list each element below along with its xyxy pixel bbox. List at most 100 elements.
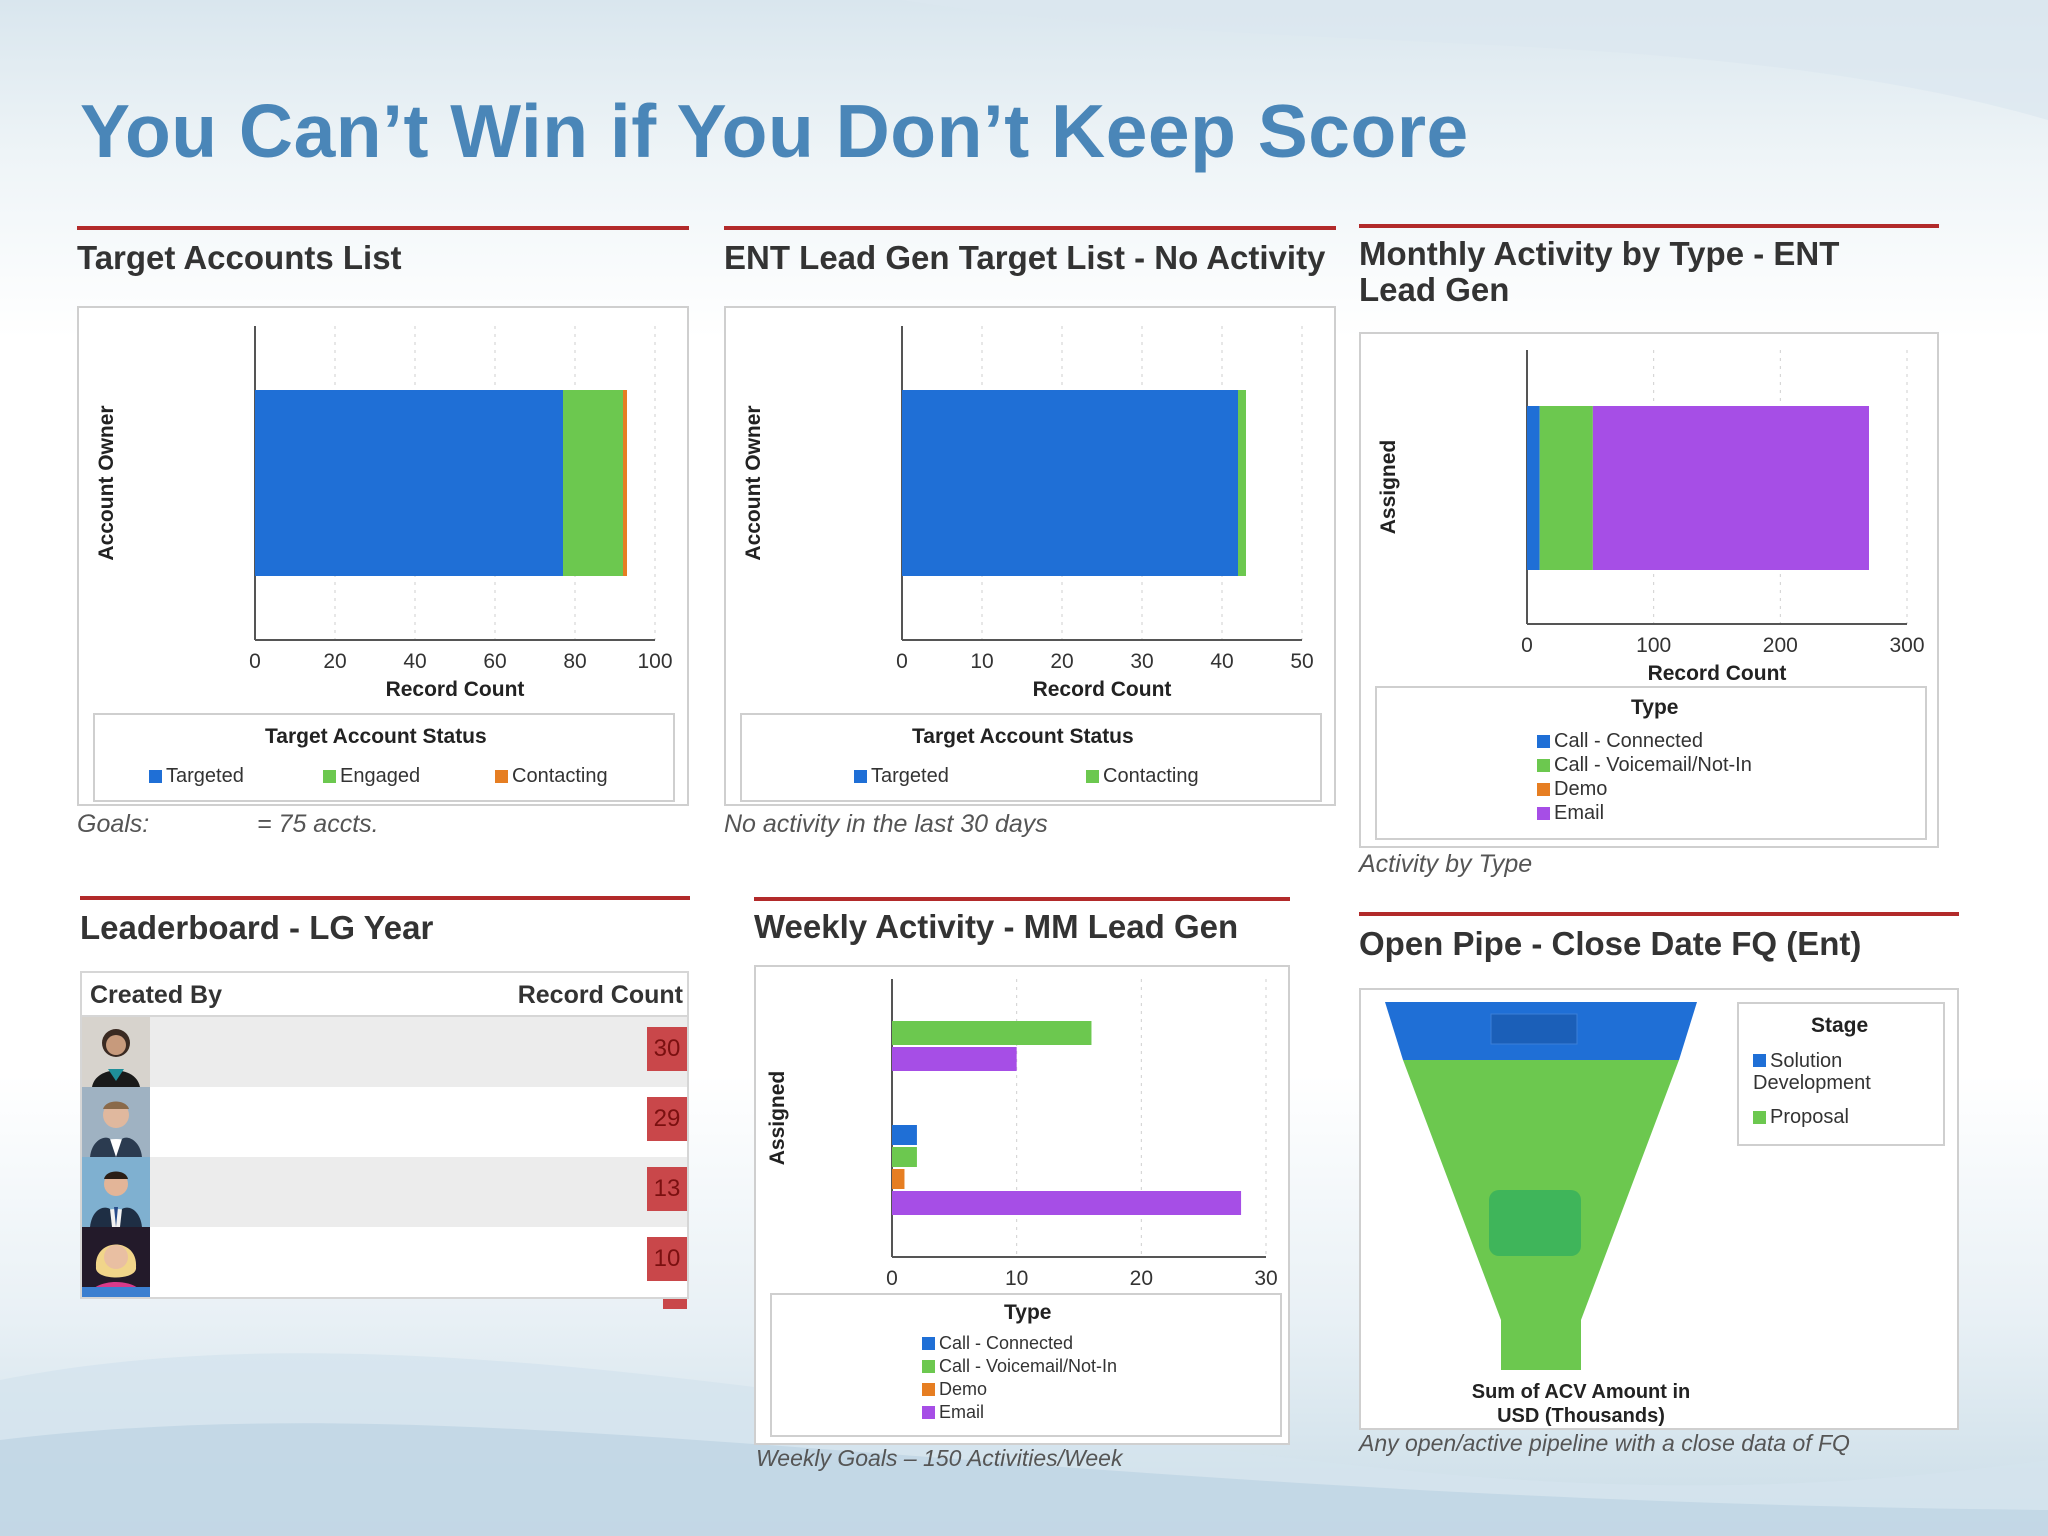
open-pipe-funnel [1385,1002,1697,1370]
avatar [82,1017,150,1087]
x-tick-label: 80 [563,650,586,673]
legend-swatch [922,1337,935,1350]
legend-item-proposal: Proposal [1753,1106,1849,1129]
chart-legend: Target Account Status Targeted Engaged C… [93,713,675,802]
legend-swatch [922,1383,935,1396]
bar-email[interactable] [892,1191,1242,1215]
chart-frame: 0 20 40 60 80 100 Record Count Account Owner Ta… [77,306,689,806]
legend-swatch [1086,770,1099,783]
y-axis-label: Assigned [766,1071,789,1166]
target-accounts-chart: 0 20 40 60 80 100 Record Count Account Owner [95,326,673,701]
panel-divider [77,226,689,230]
legend-item-demo: Demo [1537,778,1607,801]
x-tick-label: 30 [1254,1267,1277,1290]
legend-item-contacting: Contacting [495,765,608,788]
legend-label: Engaged [340,765,421,787]
bar-email[interactable] [892,1047,1017,1071]
legend-swatch [854,770,867,783]
x-tick-label: 40 [403,650,426,673]
open-pipe-caption: Any open/active pipeline with a close da… [1359,1430,1850,1456]
x-tick-label: 60 [483,650,506,673]
bar-demo[interactable] [892,1169,905,1189]
table-row[interactable]: 10 [82,1227,687,1297]
table-row[interactable]: 13 [82,1157,687,1227]
no-activity-caption: No activity in the last 30 days [724,810,1048,838]
legend-label: Email [939,1402,985,1422]
x-axis-label: Record Count [386,678,525,701]
record-count-badge: 10 [647,1237,687,1281]
bar-segment-contacting[interactable] [623,390,627,576]
legend-item-solution-development: Solution Development [1753,1050,1933,1094]
chart-legend: Type Call - Connected Call - Voicemail/N… [770,1293,1282,1437]
chart-legend: Stage Solution Development Proposal [1737,1002,1945,1146]
x-tick-label: 10 [970,650,993,673]
chart-frame: 0 100 200 300 Record Count Assigned Type Call… [1359,332,1939,848]
panel-weekly-activity: Weekly Activity - MM Lead Gen 0102030Rec… [754,897,1290,1477]
legend-item-contacting: Contacting [1086,765,1199,788]
table-row[interactable]: 29 [82,1087,687,1157]
legend-title: Target Account Status [912,725,1134,748]
avatar [82,1227,150,1297]
legend-label: Email [1554,802,1605,824]
bar-call-voicemail-not-in[interactable] [892,1147,917,1167]
x-tick-label: 300 [1889,634,1924,657]
x-tick-label: 40 [1210,650,1233,673]
legend-item-call-connected: Call - Connected [1537,730,1703,753]
ent-lead-gen-chart: 0 10 20 30 40 50 Record Count Account Owner [742,326,1314,701]
bar-segment-contacting[interactable] [1238,390,1246,576]
record-count-badge: 13 [647,1167,687,1211]
panel-divider [1359,912,1959,916]
legend-swatch [1753,1054,1766,1067]
legend-swatch [1537,783,1550,796]
x-tick-label: 0 [249,650,261,673]
x-tick-label: 20 [323,650,346,673]
legend-item-call-voicemail: Call - Voicemail/Not-In [1537,754,1752,777]
panel-title: Monthly Activity by Type - ENT Lead Gen [1359,235,1840,308]
legend-label: Call - Voicemail/Not-In [1554,754,1752,776]
panel-divider [80,896,690,900]
bar-segment-call-voicemail-not-in[interactable] [1539,406,1593,570]
legend-swatch [922,1360,935,1373]
panel-leaderboard: Leaderboard - LG Year Created By Record … [80,896,690,1316]
panel-target-accounts: Target Accounts List 0 20 40 60 80 100 Record … [77,226,689,846]
legend-item-engaged: Engaged [323,765,420,788]
column-header-created-by[interactable]: Created By [90,981,222,1009]
funnel-value-label-bg [1490,1013,1578,1045]
x-tick-label: 0 [1521,634,1533,657]
chart-frame: Stage Solution Development Proposal Sum … [1359,988,1959,1430]
table-row[interactable]: 30 [82,1017,687,1087]
legend-title: Target Account Status [265,725,487,748]
y-axis-label: Account Owner [95,405,118,560]
legend-label: Contacting [512,765,608,787]
bar-call-voicemail-not-in[interactable] [892,1021,1092,1045]
bar-segment-engaged[interactable] [563,390,623,576]
legend-label: Call - Connected [939,1333,1074,1353]
legend-swatch [1753,1111,1766,1124]
leaderboard-table: Created By Record Count 30 29 13 10 [80,971,689,1309]
legend-label: Contacting [1103,765,1199,787]
bar-segment-targeted[interactable] [255,390,563,576]
legend-item-call-voicemail: Call - Voicemail/Not-In [922,1356,1117,1377]
legend-item-targeted: Targeted [854,765,949,788]
legend-swatch [1537,759,1550,772]
panel-title: Leaderboard - LG Year [80,909,434,946]
legend-label: Targeted [166,765,244,787]
legend-swatch [149,770,162,783]
bar-segment-email[interactable] [1592,406,1869,570]
x-tick-label: 0 [896,650,908,673]
panel-divider [724,226,1336,230]
x-axis-label: Record Count [1033,678,1172,701]
x-tick-label: 20 [1050,650,1073,673]
bar-segment-targeted[interactable] [902,390,1238,576]
chart-legend: Type Call - Connected Call - Voicemail/N… [1375,686,1927,840]
activity-by-type-caption: Activity by Type [1359,850,1533,878]
bar-call-connected[interactable] [892,1125,917,1145]
slide-title: You Can’t Win if You Don’t Keep Score [80,89,1469,173]
legend-label: Call - Voicemail/Not-In [939,1356,1118,1376]
x-axis-label: Record Count [1648,662,1787,685]
x-tick-label: 10 [1005,1267,1028,1290]
bar-segment-call-connected[interactable] [1527,406,1540,570]
column-header-record-count[interactable]: Record Count [517,981,683,1009]
